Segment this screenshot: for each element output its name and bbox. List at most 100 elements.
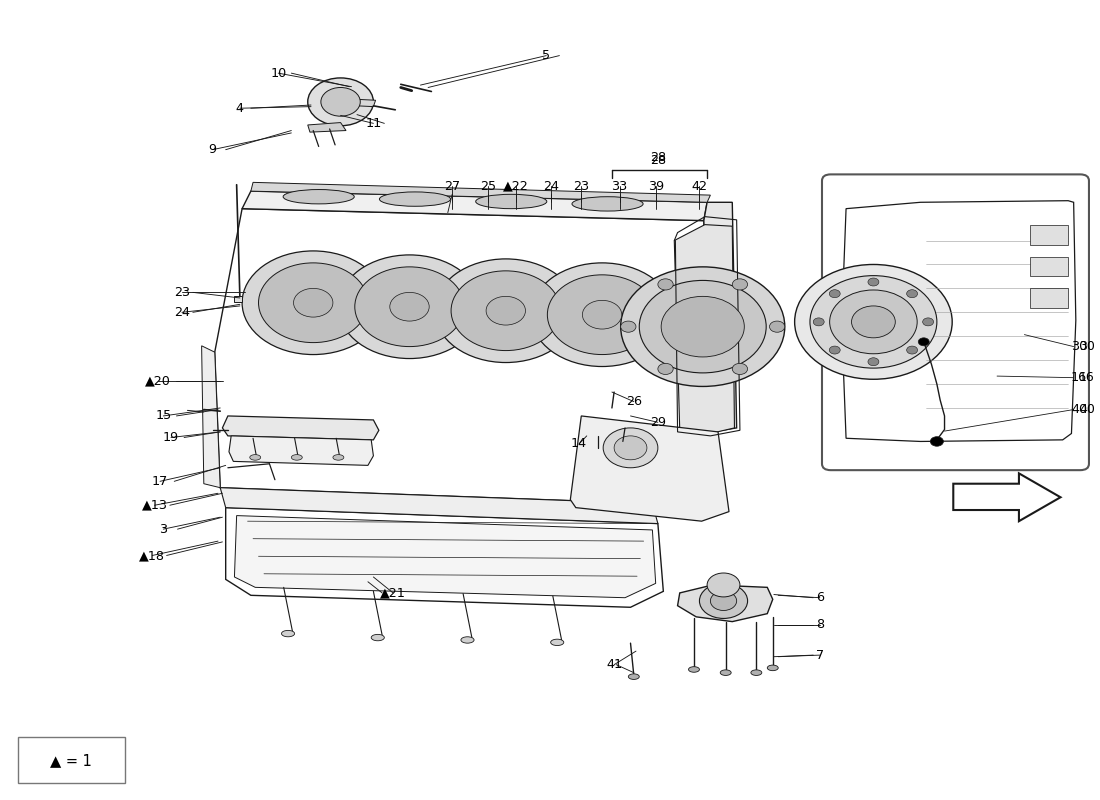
Text: 28: 28 (650, 154, 666, 167)
Ellipse shape (551, 639, 564, 646)
Text: 15: 15 (155, 410, 172, 422)
Polygon shape (251, 182, 711, 202)
Text: 28: 28 (650, 151, 666, 164)
Text: 16: 16 (1079, 371, 1094, 384)
FancyBboxPatch shape (18, 738, 125, 783)
Text: 11: 11 (365, 117, 382, 130)
Text: 40: 40 (1071, 403, 1087, 416)
Text: 24: 24 (542, 180, 559, 193)
Polygon shape (678, 585, 773, 622)
Text: a passion for parts since 1988: a passion for parts since 1988 (254, 470, 569, 490)
Text: ▲21: ▲21 (381, 586, 406, 599)
Ellipse shape (371, 634, 384, 641)
Text: 14: 14 (571, 438, 587, 450)
Polygon shape (226, 508, 663, 607)
Circle shape (868, 278, 879, 286)
Text: 3: 3 (160, 522, 167, 536)
Text: ▲22: ▲22 (503, 180, 528, 193)
Ellipse shape (461, 637, 474, 643)
Text: ▲18: ▲18 (140, 549, 165, 562)
Text: 9: 9 (209, 143, 217, 156)
Circle shape (620, 321, 636, 332)
Text: 29: 29 (650, 416, 666, 429)
Ellipse shape (768, 665, 778, 670)
Polygon shape (234, 515, 656, 598)
Polygon shape (1030, 225, 1068, 245)
Text: 16: 16 (1071, 371, 1087, 384)
Text: 30: 30 (1079, 340, 1094, 353)
Text: 30: 30 (1071, 340, 1087, 353)
Polygon shape (201, 346, 220, 488)
Circle shape (434, 259, 576, 362)
Circle shape (931, 437, 944, 446)
Text: 7: 7 (816, 649, 824, 662)
Text: 39: 39 (648, 180, 663, 193)
Circle shape (451, 271, 561, 350)
Circle shape (582, 300, 621, 329)
Circle shape (486, 296, 526, 325)
Text: ▲ = 1: ▲ = 1 (51, 753, 92, 768)
Text: 10: 10 (271, 66, 286, 80)
Circle shape (794, 265, 953, 379)
Circle shape (294, 288, 333, 317)
Polygon shape (842, 201, 1076, 442)
FancyBboxPatch shape (822, 174, 1089, 470)
Ellipse shape (628, 674, 639, 679)
Ellipse shape (751, 670, 762, 675)
Text: ▲20: ▲20 (145, 374, 170, 387)
Polygon shape (1030, 288, 1068, 308)
Ellipse shape (292, 454, 302, 460)
Text: 8: 8 (816, 618, 824, 631)
Circle shape (355, 267, 464, 346)
Circle shape (321, 87, 361, 116)
Circle shape (733, 279, 748, 290)
Circle shape (242, 251, 384, 354)
Circle shape (813, 318, 824, 326)
Polygon shape (242, 191, 707, 221)
Circle shape (531, 263, 673, 366)
Circle shape (868, 358, 879, 366)
Text: 24: 24 (174, 306, 190, 319)
Text: 6: 6 (816, 591, 824, 604)
Circle shape (308, 78, 373, 126)
Circle shape (906, 290, 917, 298)
Circle shape (389, 292, 429, 321)
Text: 26: 26 (626, 395, 641, 408)
Text: 25: 25 (481, 180, 496, 193)
Circle shape (829, 290, 840, 298)
Text: eurospares: eurospares (201, 383, 623, 449)
Circle shape (923, 318, 934, 326)
Polygon shape (674, 225, 735, 434)
Text: 27: 27 (444, 180, 460, 193)
Circle shape (639, 281, 767, 373)
Circle shape (711, 591, 737, 610)
Ellipse shape (689, 666, 700, 672)
Ellipse shape (250, 454, 261, 460)
Circle shape (707, 573, 740, 597)
Circle shape (829, 290, 917, 354)
Polygon shape (222, 416, 378, 440)
Text: 23: 23 (174, 286, 190, 299)
Ellipse shape (282, 630, 295, 637)
Circle shape (829, 346, 840, 354)
Polygon shape (308, 122, 346, 132)
Ellipse shape (720, 670, 732, 675)
Ellipse shape (283, 190, 354, 204)
Text: 42: 42 (692, 180, 707, 193)
Circle shape (658, 279, 673, 290)
Polygon shape (954, 474, 1060, 521)
Circle shape (603, 428, 658, 468)
Ellipse shape (379, 192, 451, 206)
Text: 19: 19 (163, 431, 179, 444)
Polygon shape (229, 436, 373, 466)
Text: 41: 41 (606, 658, 623, 671)
Text: 5: 5 (542, 49, 550, 62)
Polygon shape (1030, 257, 1068, 277)
Text: 40: 40 (1079, 403, 1094, 416)
Circle shape (733, 363, 748, 374)
Circle shape (810, 276, 937, 368)
Circle shape (548, 275, 657, 354)
Circle shape (614, 436, 647, 460)
Ellipse shape (572, 197, 644, 211)
Text: 17: 17 (152, 475, 168, 488)
